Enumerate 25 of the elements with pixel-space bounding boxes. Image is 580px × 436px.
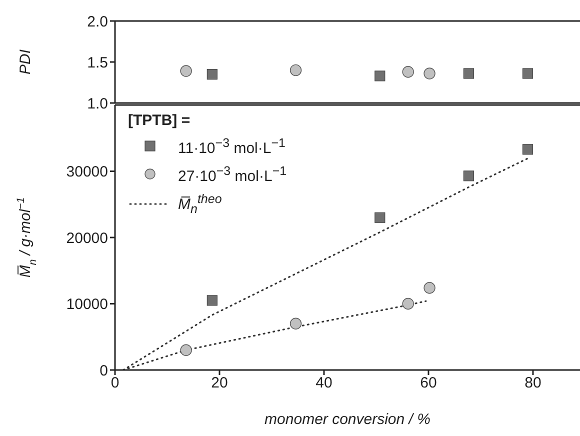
point <box>374 212 386 223</box>
x-tick-label: 60 <box>420 374 437 392</box>
legend-label: 11·10$^{−3}$ mol·L$^{−1}$ <box>178 135 286 159</box>
point <box>290 318 302 330</box>
x-tick-label: 80 <box>524 374 542 392</box>
y-tick-label: 2.0 <box>87 13 108 30</box>
y-tick-label: 10000 <box>66 296 108 314</box>
y-tick-label: 30000 <box>66 164 108 181</box>
y-axis-title: PDI <box>17 49 34 75</box>
x-tick-label: 0 <box>110 374 120 392</box>
point <box>206 295 218 306</box>
x-tick-label: 40 <box>316 374 332 392</box>
point <box>522 144 534 155</box>
x-axis-title: monomer conversion / % <box>264 411 430 428</box>
y-tick-label: 1.5 <box>87 54 108 72</box>
point <box>463 170 474 182</box>
y-tick-label: 0 <box>100 362 108 380</box>
y-tick-label: 20000 <box>66 230 108 247</box>
y-tick-label: 1.0 <box>87 95 108 112</box>
legend-title: [TPTB] = <box>128 111 192 131</box>
legend-label: 27·10$^{−3}$ mol·L$^{−1}$ <box>178 163 287 187</box>
point <box>424 282 436 294</box>
x-tick-label: 20 <box>211 374 228 392</box>
point <box>402 298 414 310</box>
point <box>180 344 192 356</box>
